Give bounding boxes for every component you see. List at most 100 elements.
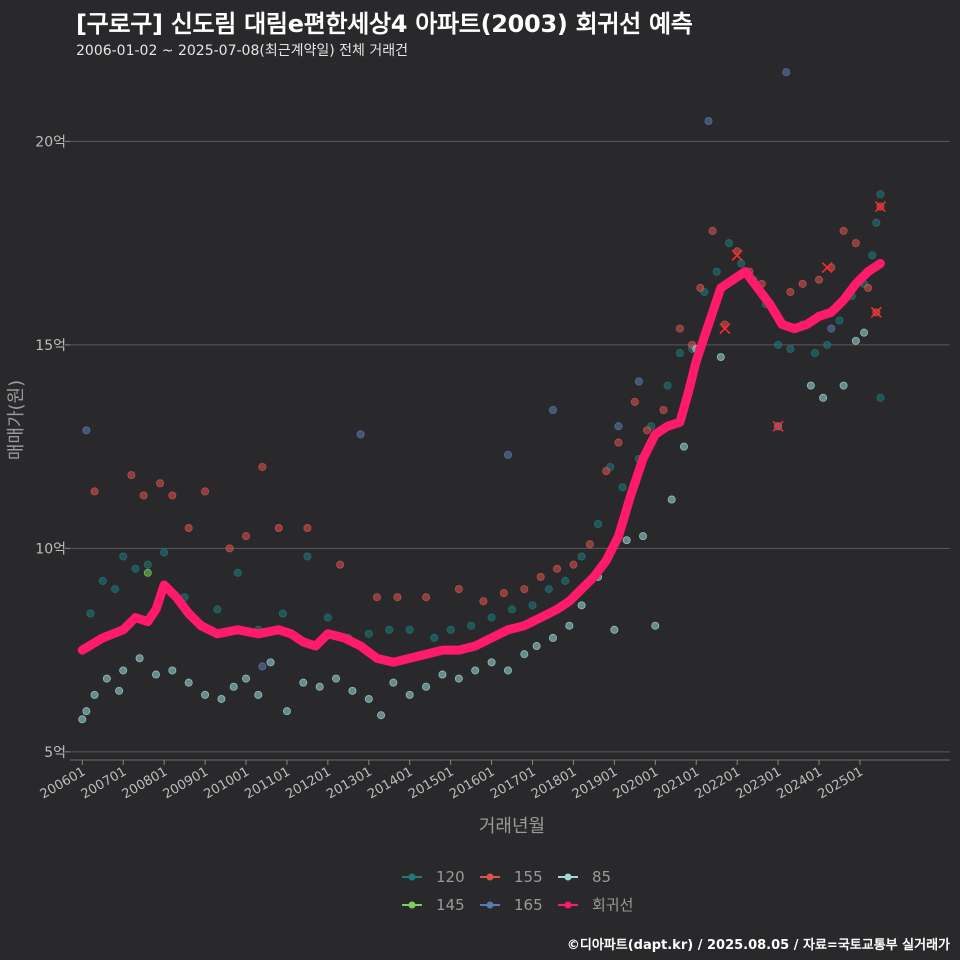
data-point-155 [569, 560, 578, 569]
data-point-85 [90, 690, 99, 699]
legend: 120 155 85 145 165 회귀선 [402, 868, 633, 914]
data-point-155 [156, 479, 165, 488]
data-point-155 [258, 462, 267, 471]
data-point-120 [303, 552, 312, 561]
data-point-85 [364, 694, 373, 703]
data-point-165 [356, 430, 365, 439]
data-point-155 [168, 491, 177, 500]
data-point-165 [827, 324, 836, 333]
data-point-155 [815, 275, 824, 284]
data-point-85 [377, 711, 386, 720]
legend-item: 155 [480, 868, 543, 886]
legend-item: 회귀선 [558, 896, 633, 914]
source-caption: ©디아파트(dapt.kr) / 2025.08.05 / 자료=국토교통부 실… [566, 938, 950, 953]
data-point-155 [553, 564, 562, 573]
x-tick-label: 200801 [120, 764, 170, 802]
x-tick-label: 202301 [734, 764, 784, 802]
data-point-85 [119, 666, 128, 675]
data-point-155 [659, 405, 668, 414]
data-point-120 [774, 340, 783, 349]
highlight-x-mark [731, 249, 743, 261]
data-point-155 [372, 593, 381, 602]
regression-line [77, 259, 885, 667]
x-tick-label: 202101 [652, 764, 702, 802]
data-point-155 [520, 585, 529, 594]
data-point-85 [201, 690, 210, 699]
x-tick-label: 201301 [324, 764, 374, 802]
legend-label: 145 [436, 896, 465, 914]
data-point-120 [508, 605, 517, 614]
y-axis-ticks: 5억 10억 15억 20억 [35, 134, 70, 761]
data-point-85 [315, 682, 324, 691]
y-tick-label: 15억 [35, 338, 66, 354]
data-point-155 [127, 471, 136, 480]
data-point-120 [663, 381, 672, 390]
x-tick-label: 202401 [775, 764, 825, 802]
data-point-155 [241, 532, 250, 541]
data-point-85 [806, 381, 815, 390]
y-tick-label: 5억 [44, 745, 66, 761]
data-point-85 [78, 715, 87, 724]
data-point-85 [266, 658, 275, 667]
highlight-x-mark [821, 261, 833, 274]
data-point-85 [102, 674, 111, 683]
data-point-85 [851, 336, 860, 345]
highlight-x-mark [772, 420, 784, 432]
data-point-165 [258, 662, 267, 671]
data-point-85 [716, 353, 725, 362]
data-point-155 [786, 287, 795, 296]
data-point-155 [839, 226, 848, 235]
data-point-155 [585, 540, 594, 549]
data-point-165 [548, 405, 557, 414]
regression-line-group [77, 259, 885, 667]
data-point-120 [430, 633, 439, 642]
data-point-85 [651, 621, 660, 630]
x-tick-label: 202501 [815, 764, 865, 802]
data-point-120 [405, 625, 414, 634]
x-tick-label: 202201 [693, 764, 743, 802]
legend-label: 회귀선 [592, 896, 633, 914]
data-point-85 [639, 532, 648, 541]
x-tick-label: 200901 [161, 764, 211, 802]
data-point-85 [422, 682, 431, 691]
legend-item: 120 [402, 868, 465, 886]
y-tick-label: 20억 [35, 134, 66, 150]
data-point-165 [82, 426, 91, 435]
data-point-120 [737, 259, 746, 268]
legend-key-dot [564, 901, 572, 909]
data-point-85 [217, 694, 226, 703]
data-point-85 [454, 674, 463, 683]
data-point-85 [389, 678, 398, 687]
data-point-85 [282, 707, 291, 716]
x-tick-label: 201401 [365, 764, 415, 802]
data-point-155 [602, 467, 611, 476]
data-point-155 [393, 593, 402, 602]
data-point-85 [348, 686, 357, 695]
legend-key-dot [408, 873, 416, 881]
data-point-120 [86, 609, 95, 618]
x-tick-label: 201901 [570, 764, 620, 802]
data-point-155 [225, 544, 234, 553]
data-point-120 [876, 190, 885, 199]
data-point-85 [548, 633, 557, 642]
data-point-85 [168, 666, 177, 675]
data-point-120 [111, 585, 120, 594]
x-tick-label: 200601 [38, 764, 88, 802]
data-point-120 [876, 393, 885, 402]
data-point-155 [90, 487, 99, 496]
data-point-120 [364, 629, 373, 638]
data-point-155 [422, 593, 431, 602]
x-tick-label: 200701 [79, 764, 129, 802]
data-point-85 [520, 650, 529, 659]
data-point-155 [336, 560, 345, 569]
data-point-155 [798, 279, 807, 288]
data-point-120 [618, 483, 627, 492]
highlight-marks [719, 200, 886, 432]
data-point-155 [536, 572, 545, 581]
data-point-155 [184, 524, 193, 533]
data-point-155 [708, 226, 717, 235]
data-point-120 [675, 349, 684, 358]
y-axis-title: 매매가(원) [6, 380, 27, 460]
x-tick-label: 201101 [242, 764, 292, 802]
data-point-85 [254, 690, 263, 699]
